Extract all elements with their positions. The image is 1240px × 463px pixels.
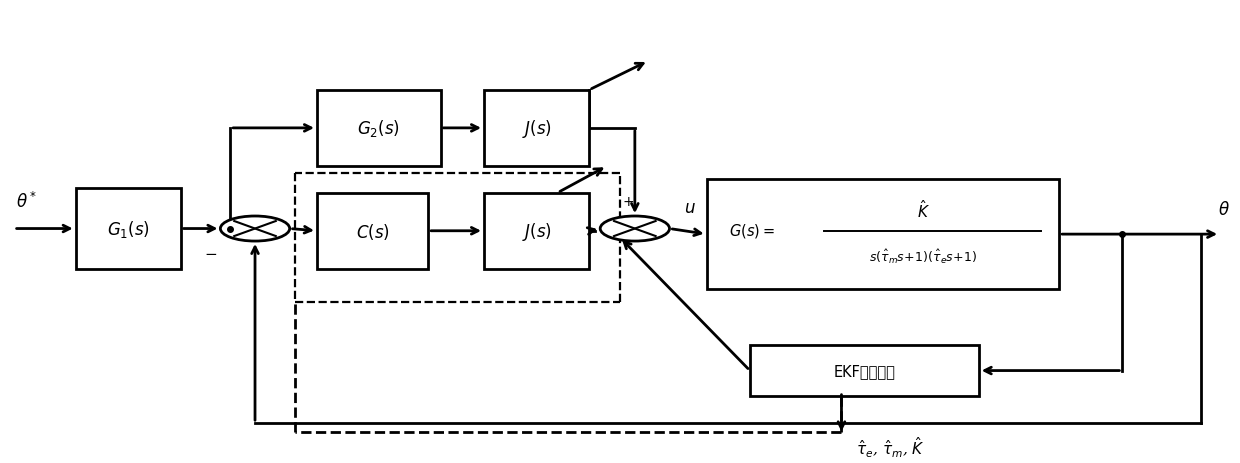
Text: $G_1(s)$: $G_1(s)$ [107,219,150,239]
Text: +: + [622,194,635,208]
Text: $\theta^*$: $\theta^*$ [16,191,37,211]
Text: EKF辨识环节: EKF辨识环节 [833,363,895,378]
Text: $\hat{K}$: $\hat{K}$ [916,198,930,220]
Text: $G(s)=$: $G(s)=$ [729,221,775,239]
FancyBboxPatch shape [317,91,440,167]
FancyBboxPatch shape [76,189,181,269]
FancyBboxPatch shape [750,345,978,396]
FancyBboxPatch shape [707,180,1059,289]
FancyBboxPatch shape [484,194,589,269]
Text: $-$: $-$ [203,245,217,259]
Text: $C(s)$: $C(s)$ [356,221,389,241]
Text: $J(s)$: $J(s)$ [522,118,552,139]
Text: $G_2(s)$: $G_2(s)$ [357,118,401,139]
Text: $J(s)$: $J(s)$ [522,220,552,242]
Circle shape [221,217,290,242]
Text: $s(\hat{\tau}_m s\!+\!1)(\hat{\tau}_e s\!+\!1)$: $s(\hat{\tau}_m s\!+\!1)(\hat{\tau}_e s\… [869,247,977,265]
Circle shape [600,217,670,242]
FancyBboxPatch shape [317,194,428,269]
Text: $\theta$: $\theta$ [1218,201,1230,219]
Text: $\hat{\tau}_e$, $\hat{\tau}_m$, $\hat{K}$: $\hat{\tau}_e$, $\hat{\tau}_m$, $\hat{K}… [857,434,925,459]
Text: $u$: $u$ [684,200,696,217]
FancyBboxPatch shape [484,91,589,167]
